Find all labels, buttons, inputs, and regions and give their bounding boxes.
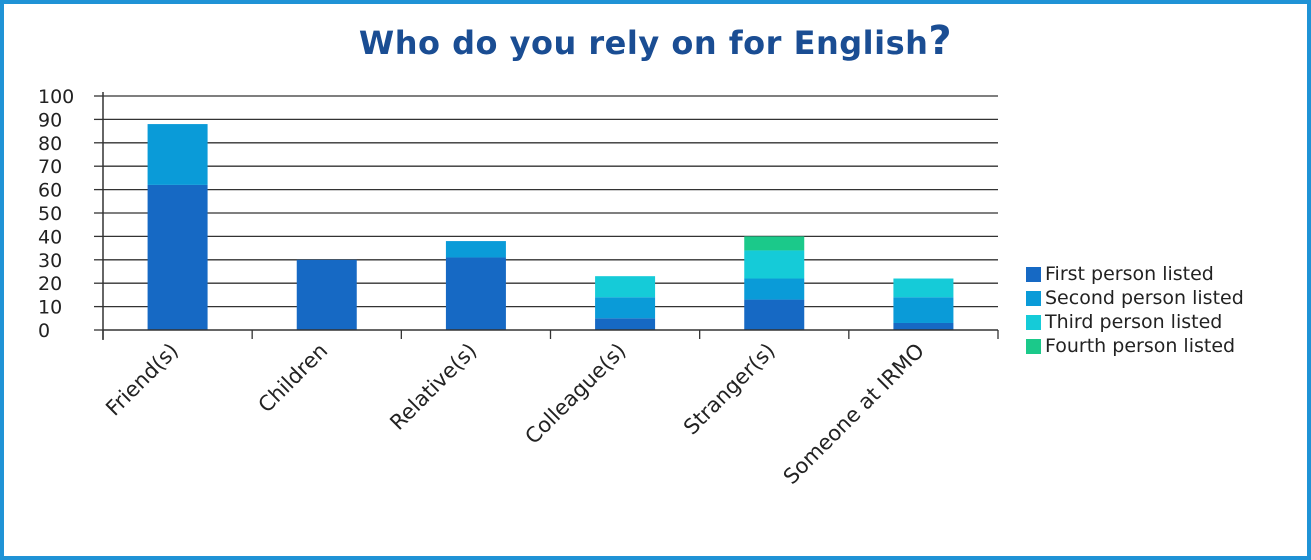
bar-segment bbox=[893, 322, 954, 330]
legend-label: Third person listed bbox=[1045, 311, 1223, 333]
legend-label: Second person listed bbox=[1045, 287, 1244, 309]
legend-item-fourth: Fourth person listed bbox=[1026, 334, 1244, 358]
y-tick-label: 50 bbox=[38, 203, 62, 225]
axes bbox=[102, 92, 999, 340]
bar-segment bbox=[147, 184, 208, 330]
y-tick-label: 40 bbox=[38, 226, 62, 248]
bars bbox=[147, 124, 954, 330]
bar-segment bbox=[445, 241, 506, 258]
bar-segment bbox=[445, 257, 506, 330]
bar-segment bbox=[595, 318, 656, 330]
y-tick-label: 80 bbox=[38, 133, 62, 155]
x-tick-label: Someone at IRMO bbox=[779, 339, 929, 489]
x-tick-label: Colleague(s) bbox=[520, 339, 630, 449]
bar-segment bbox=[296, 259, 357, 330]
y-tick-label: 70 bbox=[38, 156, 62, 178]
bar-segment bbox=[744, 250, 805, 279]
y-tick-label: 30 bbox=[38, 250, 62, 272]
chart-title-question-mark: ? bbox=[928, 18, 953, 64]
legend-label: First person listed bbox=[1045, 263, 1214, 285]
bar-segment bbox=[147, 124, 208, 185]
legend-item-first: First person listed bbox=[1026, 262, 1244, 286]
legend-label: Fourth person listed bbox=[1045, 335, 1236, 357]
bar-segment bbox=[744, 278, 805, 300]
bar-segment bbox=[893, 297, 954, 323]
chart-title-text: Who do you rely on for English bbox=[358, 24, 929, 62]
legend-swatch bbox=[1026, 338, 1041, 354]
x-tick-label: Relative(s) bbox=[385, 339, 481, 435]
bar-segment bbox=[744, 236, 805, 251]
y-tick-label: 100 bbox=[38, 86, 74, 108]
legend-item-third: Third person listed bbox=[1026, 310, 1244, 334]
legend-swatch bbox=[1026, 290, 1041, 306]
x-tick-label: Friend(s) bbox=[101, 339, 183, 421]
bar-segment bbox=[744, 299, 805, 330]
y-tick-label: 20 bbox=[38, 273, 62, 295]
y-tick-label: 90 bbox=[38, 109, 62, 131]
bar-segment bbox=[595, 276, 656, 298]
x-axis-labels: Friend(s) Children Relative(s) Colleague(s)… bbox=[101, 339, 929, 489]
legend-swatch bbox=[1026, 314, 1041, 330]
chart-title: Who do you rely on for English? bbox=[0, 18, 1311, 64]
legend-swatch bbox=[1026, 266, 1041, 282]
legend-item-second: Second person listed bbox=[1026, 286, 1244, 310]
y-tick-label: 10 bbox=[38, 297, 62, 319]
bar-segment bbox=[893, 278, 954, 298]
grid-lines bbox=[94, 95, 998, 331]
x-tick-label: Children bbox=[254, 339, 333, 418]
y-tick-label: 60 bbox=[38, 180, 62, 202]
x-tick-label: Stranger(s) bbox=[679, 339, 780, 440]
legend: First person listed Second person listed… bbox=[1026, 262, 1244, 358]
bar-segment bbox=[595, 297, 656, 319]
y-tick-label: 0 bbox=[38, 320, 50, 342]
